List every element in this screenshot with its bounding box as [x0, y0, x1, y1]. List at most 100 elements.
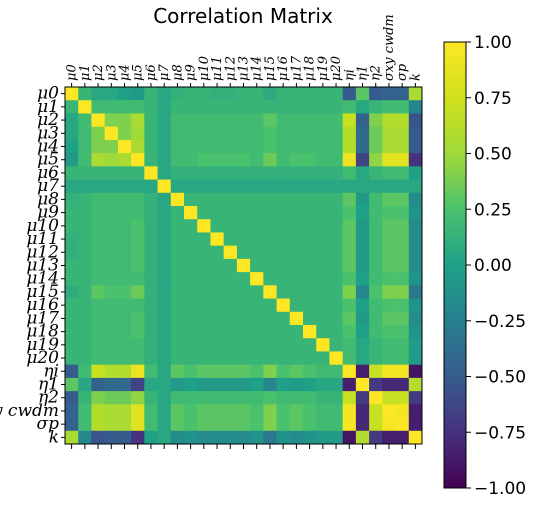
heatmap-cell — [170, 391, 185, 405]
x-tick-label: μ11 — [210, 56, 225, 81]
heatmap-cell — [65, 404, 79, 418]
heatmap-cell — [184, 166, 198, 180]
heatmap-cell — [382, 100, 396, 114]
heatmap-cell — [144, 192, 158, 207]
heatmap-cell — [170, 377, 185, 392]
heatmap-cell — [408, 404, 423, 418]
heatmap-cell — [223, 139, 238, 154]
heatmap-cell — [223, 391, 238, 405]
heatmap-cell — [395, 126, 410, 141]
heatmap-cell — [91, 325, 106, 339]
heatmap-cell — [184, 153, 198, 167]
heatmap-cell — [316, 404, 330, 418]
heatmap-cell — [104, 258, 119, 273]
heatmap-cell — [197, 153, 211, 167]
heatmap-cell — [157, 338, 172, 352]
heatmap-cell — [210, 377, 225, 392]
heatmap-cell — [78, 192, 92, 207]
x-tick-label: μ17 — [289, 55, 304, 81]
heatmap-cell — [197, 325, 211, 339]
heatmap-cell — [78, 232, 92, 247]
y-tick-label: μ19 — [26, 335, 59, 355]
heatmap-cell — [342, 417, 357, 432]
heatmap-cell — [65, 338, 79, 352]
heatmap-cell — [289, 377, 304, 392]
heatmap-cell — [250, 325, 264, 339]
heatmap-cell — [289, 417, 304, 432]
heatmap-cell — [117, 179, 132, 194]
heatmap-cell — [329, 364, 344, 379]
heatmap-cell — [157, 139, 172, 154]
colorbar-tick-label: 0.75 — [474, 89, 512, 109]
heatmap-cell — [197, 311, 211, 326]
heatmap-cell — [395, 285, 410, 299]
heatmap-cell — [78, 219, 92, 233]
heatmap-cell — [303, 377, 317, 392]
heatmap-cell — [117, 325, 132, 339]
heatmap-cell — [236, 298, 251, 313]
heatmap-cell — [382, 430, 396, 445]
heatmap-cell — [329, 417, 344, 432]
heatmap-cell — [197, 139, 211, 154]
heatmap-cell — [131, 285, 145, 299]
heatmap-cell — [78, 404, 92, 418]
heatmap-cell — [395, 377, 410, 392]
heatmap-cell — [369, 364, 383, 379]
heatmap-cell — [144, 219, 158, 233]
heatmap-cell — [236, 338, 251, 352]
heatmap-cell — [117, 87, 132, 101]
heatmap-cell — [355, 430, 370, 445]
heatmap-cell — [329, 377, 344, 392]
heatmap-cell — [65, 87, 79, 101]
heatmap-cell — [197, 298, 211, 313]
heatmap-cell — [408, 153, 423, 167]
heatmap-cell — [263, 245, 277, 260]
heatmap-cell — [236, 100, 251, 114]
heatmap-cell — [263, 192, 277, 207]
heatmap-cell — [131, 192, 145, 207]
heatmap-cell — [197, 338, 211, 352]
heatmap-cell — [369, 113, 383, 128]
heatmap-cell — [408, 417, 423, 432]
heatmap-cell — [369, 272, 383, 286]
heatmap-cell — [170, 126, 185, 141]
heatmap-cell — [303, 391, 317, 405]
heatmap-cell — [144, 272, 158, 286]
heatmap-cell — [342, 391, 357, 405]
heatmap-cell — [263, 258, 277, 273]
x-tick-labels: μ0μ1μ2μ3μ4μ5μ6μ7μ8μ9μ10μ11μ12μ13μ14μ15μ1… — [65, 14, 424, 81]
heatmap-cell — [369, 219, 383, 233]
heatmap-cell — [408, 219, 423, 233]
heatmap-cell — [131, 179, 145, 194]
heatmap-cell — [250, 391, 264, 405]
heatmap-cell — [276, 100, 291, 114]
heatmap-cell — [329, 232, 344, 247]
heatmap-cell — [223, 179, 238, 194]
heatmap-cell — [91, 298, 106, 313]
heatmap-cell — [263, 126, 277, 141]
heatmap-cell — [78, 338, 92, 352]
colorbar-tick-label: −0.75 — [474, 423, 526, 443]
heatmap-cell — [369, 298, 383, 313]
heatmap-cell — [65, 166, 79, 180]
heatmap-cell — [369, 206, 383, 220]
heatmap-cell — [197, 206, 211, 220]
heatmap-cell — [210, 192, 225, 207]
heatmap-cell — [395, 206, 410, 220]
heatmap-cell — [329, 245, 344, 260]
heatmap-cell — [117, 311, 132, 326]
heatmap-cell — [316, 100, 330, 114]
heatmap-cell — [131, 166, 145, 180]
heatmap-cell — [157, 417, 172, 432]
heatmap-cell — [157, 298, 172, 313]
heatmap-cell — [157, 219, 172, 233]
heatmap-cell — [369, 325, 383, 339]
heatmap-cell — [263, 153, 277, 167]
heatmap-cell — [289, 153, 304, 167]
heatmap-cell — [236, 113, 251, 128]
heatmap-cell — [104, 430, 119, 445]
x-tick-label: μ4 — [118, 64, 133, 81]
heatmap-cell — [78, 430, 92, 445]
heatmap-cell — [263, 325, 277, 339]
heatmap-cell — [170, 166, 185, 180]
